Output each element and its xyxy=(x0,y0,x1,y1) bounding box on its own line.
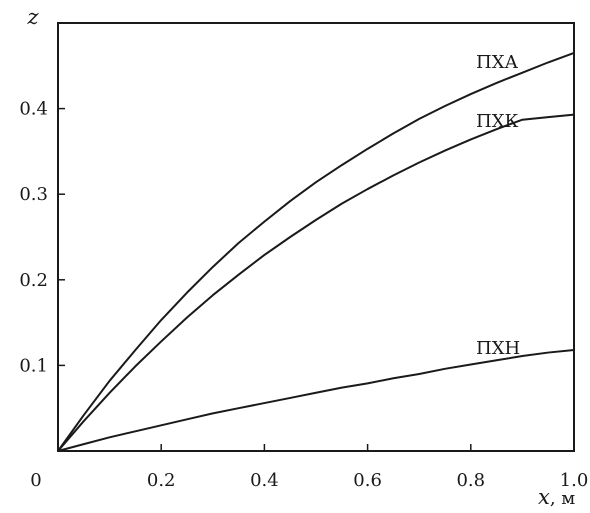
origin-label: 0 xyxy=(30,470,41,491)
y-tick-label: 0.1 xyxy=(19,355,48,376)
series-line-1 xyxy=(57,51,575,452)
series-label-pxk: ПХК xyxy=(476,111,519,132)
x-tick-label: 0.8 xyxy=(456,470,485,491)
y-tick-label: 0.4 xyxy=(19,99,48,120)
y-tick-label: 0.2 xyxy=(19,270,48,291)
series-layer xyxy=(57,51,575,452)
y-tick-label: 0.3 xyxy=(19,184,48,205)
plot-area-frame xyxy=(57,22,575,452)
series-line-2 xyxy=(57,113,575,452)
y-axis-title: z xyxy=(26,5,39,29)
x-tick-label: 1.0 xyxy=(560,470,589,491)
x-axis-title: x, м xyxy=(538,485,575,508)
series-label-pxa: ПХА xyxy=(476,52,519,73)
x-axis-unit: , м xyxy=(550,488,575,508)
x-tick-label: 0.6 xyxy=(353,470,382,491)
x-tick-label: 0.2 xyxy=(147,470,176,491)
y-axis-ticks: 0.1 0.2 0.3 0.4 xyxy=(19,99,65,376)
series-line-3 xyxy=(57,348,575,452)
x-axis-variable: x xyxy=(538,485,550,508)
x-tick-label: 0.4 xyxy=(250,470,279,491)
x-axis-ticks: 0.2 0.4 0.6 0.8 1.0 xyxy=(147,444,588,491)
series-label-pxn: ПХН xyxy=(476,338,520,359)
